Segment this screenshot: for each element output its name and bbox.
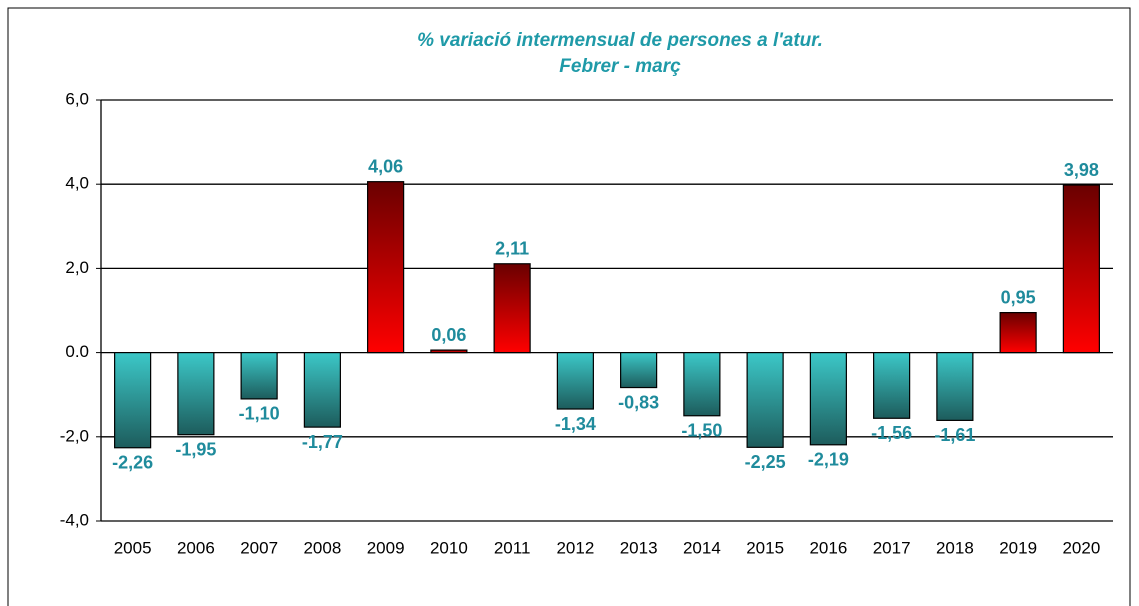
bar bbox=[936, 352, 974, 421]
value-label: -2,26 bbox=[112, 452, 153, 472]
y-tick-label: 2,0 bbox=[65, 258, 89, 277]
x-tick-label: 2009 bbox=[367, 538, 405, 557]
bar bbox=[556, 352, 594, 410]
value-label: -1,50 bbox=[681, 421, 722, 441]
bar bbox=[430, 349, 468, 354]
x-tick-label: 2012 bbox=[556, 538, 594, 557]
bar bbox=[114, 352, 152, 449]
x-tick-label: 2019 bbox=[999, 538, 1037, 557]
value-label: 3,98 bbox=[1064, 160, 1099, 180]
bar bbox=[1062, 184, 1100, 354]
x-tick-label: 2011 bbox=[494, 538, 531, 557]
bar bbox=[620, 352, 658, 389]
bar bbox=[999, 312, 1037, 354]
value-label: 2,11 bbox=[495, 239, 529, 259]
value-label: 0,06 bbox=[431, 325, 466, 345]
x-tick-label: 2013 bbox=[620, 538, 658, 557]
value-label: 0,95 bbox=[1001, 287, 1036, 307]
bar bbox=[683, 352, 721, 417]
x-tick-label: 2006 bbox=[177, 538, 215, 557]
x-tick-label: 2016 bbox=[809, 538, 847, 557]
bar bbox=[493, 263, 531, 354]
bar bbox=[303, 352, 341, 428]
x-tick-label: 2008 bbox=[303, 538, 341, 557]
y-tick-label: -4,0 bbox=[60, 510, 89, 529]
bar bbox=[177, 352, 215, 436]
value-label: -0,83 bbox=[618, 392, 659, 412]
value-label: -2,19 bbox=[808, 450, 849, 470]
bar bbox=[746, 352, 784, 448]
x-tick-label: 2018 bbox=[936, 538, 974, 557]
value-label: -1,34 bbox=[555, 414, 596, 434]
value-label: 4,06 bbox=[368, 156, 403, 176]
x-tick-label: 2015 bbox=[746, 538, 784, 557]
y-tick-label: -2,0 bbox=[60, 426, 89, 445]
value-label: -2,25 bbox=[745, 452, 786, 472]
value-label: -1,77 bbox=[302, 432, 343, 452]
y-tick-label: 4,0 bbox=[65, 174, 89, 193]
x-tick-label: 2014 bbox=[683, 538, 721, 557]
x-tick-label: 2017 bbox=[873, 538, 911, 557]
value-label: -1,56 bbox=[871, 423, 912, 443]
value-label: -1,61 bbox=[934, 425, 975, 445]
y-tick-label: 6,0 bbox=[65, 89, 89, 108]
value-label: -1,95 bbox=[175, 439, 216, 459]
x-tick-label: 2007 bbox=[240, 538, 278, 557]
bar bbox=[873, 352, 911, 419]
bar bbox=[809, 352, 847, 446]
chart-title: % variació intermensual de persones a l'… bbox=[417, 30, 823, 51]
x-tick-label: 2005 bbox=[114, 538, 152, 557]
x-tick-label: 2020 bbox=[1062, 538, 1100, 557]
value-label: -1,10 bbox=[239, 404, 280, 424]
chart-frame bbox=[7, 7, 1131, 606]
bar bbox=[367, 181, 405, 354]
x-tick-label: 2010 bbox=[430, 538, 468, 557]
bar bbox=[240, 352, 278, 400]
y-tick-label: 0.0 bbox=[65, 342, 89, 361]
chart-subtitle: Febrer - març bbox=[559, 56, 681, 77]
